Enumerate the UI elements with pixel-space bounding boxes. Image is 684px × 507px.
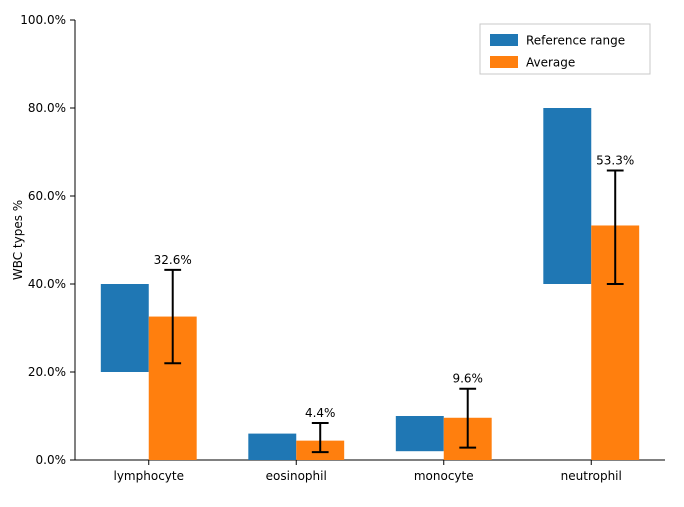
value-label: 53.3% (596, 153, 634, 167)
value-label: 9.6% (452, 372, 483, 386)
legend-label: Average (526, 56, 575, 70)
reference-range-bar (543, 108, 591, 284)
legend-swatch (490, 56, 518, 68)
reference-range-bar (396, 416, 444, 451)
legend-swatch (490, 34, 518, 46)
reference-range-bar (248, 434, 296, 460)
reference-range-bar (101, 284, 149, 372)
wbc-types-chart: 0.0% 20.0% 40.0% 60.0% 80.0% 100.0% WBC types … (0, 0, 684, 507)
value-label: 32.6% (154, 253, 192, 267)
y-axis-label: WBC types % (11, 200, 25, 280)
y-tick-label: 80.0% (28, 101, 66, 115)
x-category-label: neutrophil (561, 469, 622, 483)
y-tick-label: 100.0% (20, 13, 66, 27)
chart-svg: 0.0% 20.0% 40.0% 60.0% 80.0% 100.0% WBC types … (0, 0, 684, 507)
y-tick-label: 40.0% (28, 277, 66, 291)
x-category-label: lymphocyte (114, 469, 184, 483)
legend-label: Reference range (526, 34, 625, 48)
x-category-label: eosinophil (266, 469, 327, 483)
value-label: 4.4% (305, 406, 336, 420)
y-tick-label: 60.0% (28, 189, 66, 203)
y-tick-label: 0.0% (36, 453, 67, 467)
x-category-label: monocyte (414, 469, 474, 483)
y-tick-label: 20.0% (28, 365, 66, 379)
